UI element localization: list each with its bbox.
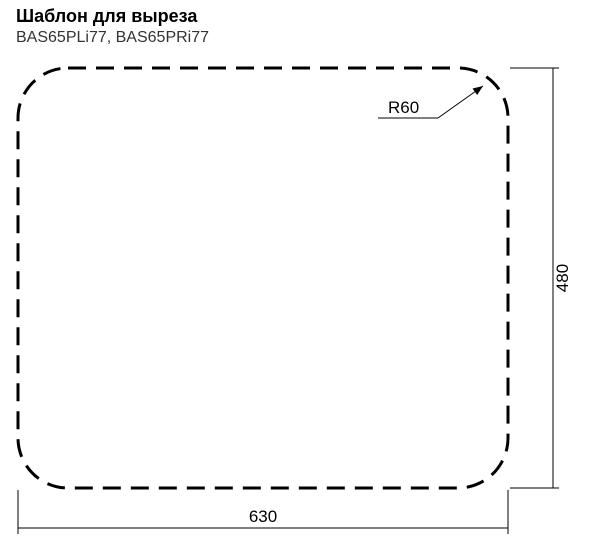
width-label: 630 xyxy=(249,507,277,526)
height-label: 480 xyxy=(553,264,572,292)
cutout-outline xyxy=(18,68,508,488)
radius-label: R60 xyxy=(388,98,419,117)
width-dimension: 630 xyxy=(18,490,508,534)
page-title: Шаблон для выреза xyxy=(16,6,209,27)
model-numbers: BAS65PLi77, BAS65PRi77 xyxy=(16,29,209,47)
title-block: Шаблон для выреза BAS65PLi77, BAS65PRi77 xyxy=(16,6,209,47)
radius-callout: R60 xyxy=(378,86,483,118)
height-dimension: 480 xyxy=(510,68,572,488)
cutout-template-diagram: 480 630 R60 xyxy=(8,58,588,553)
